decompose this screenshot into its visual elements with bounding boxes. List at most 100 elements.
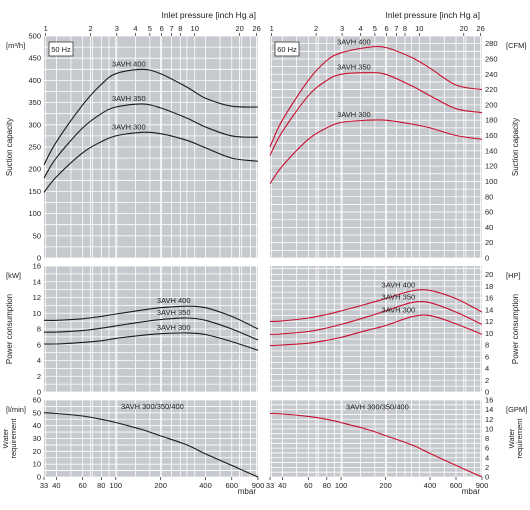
top-tick-label: 1 bbox=[270, 24, 274, 33]
bottom-tick-label: 900 bbox=[252, 481, 265, 490]
y-tick-label: 260 bbox=[485, 54, 498, 63]
y-tick-label: 0 bbox=[485, 254, 489, 263]
top-tick-label: 26 bbox=[476, 24, 484, 33]
y-unit-label: [kW] bbox=[6, 271, 21, 280]
series-label: 3AVH 400 bbox=[337, 37, 371, 46]
y-unit-label: [m³/h] bbox=[6, 41, 25, 50]
y-tick-label: 60 bbox=[33, 396, 41, 405]
y-axis-title: Power consumption bbox=[5, 294, 14, 364]
y-tick-label: 0 bbox=[37, 254, 41, 263]
series-label: 3AVH 350 bbox=[337, 63, 371, 72]
y-tick-label: 50 bbox=[33, 408, 41, 417]
y-axis-title: requirement bbox=[515, 418, 524, 459]
top-tick-label: 20 bbox=[235, 24, 243, 33]
bottom-tick-label: 40 bbox=[52, 481, 60, 490]
y-tick-label: 4 bbox=[485, 364, 489, 373]
top-tick-label: 20 bbox=[460, 24, 468, 33]
y-tick-label: 120 bbox=[485, 162, 498, 171]
top-tick-label: 7 bbox=[394, 24, 398, 33]
y-tick-label: 30 bbox=[33, 434, 41, 443]
bottom-tick-label: 33 bbox=[40, 481, 48, 490]
y-tick-label: 0 bbox=[485, 473, 489, 482]
bottom-tick-label: 600 bbox=[450, 481, 463, 490]
y-tick-label: 10 bbox=[33, 460, 41, 469]
series-label: 3AVH 300 bbox=[112, 122, 146, 131]
y-tick-label: 2 bbox=[485, 463, 489, 472]
top-tick-label: 7 bbox=[170, 24, 174, 33]
series-line-3avh-300-350-400 bbox=[269, 412, 483, 478]
top-tick-label: 10 bbox=[191, 24, 199, 33]
bottom-tick-label: 40 bbox=[278, 481, 286, 490]
y-tick-label: 100 bbox=[28, 209, 41, 218]
y-tick-label: 200 bbox=[485, 100, 498, 109]
y-tick-label: 100 bbox=[485, 177, 498, 186]
bottom-tick-label: 60 bbox=[304, 481, 312, 490]
top-axis-title: Inlet pressure [inch Hg a] bbox=[162, 10, 257, 20]
y-axis-title: Suction capacity bbox=[511, 118, 520, 176]
y-tick-label: 2 bbox=[37, 372, 41, 381]
freq-box bbox=[274, 41, 300, 57]
y-tick-label: 280 bbox=[485, 39, 498, 48]
y-tick-label: 220 bbox=[485, 85, 498, 94]
top-tick-label: 5 bbox=[373, 24, 377, 33]
top-tick-label: 3 bbox=[340, 24, 344, 33]
top-tick-label: 8 bbox=[178, 24, 182, 33]
y-tick-label: 0 bbox=[37, 473, 41, 482]
bottom-tick-label: 600 bbox=[225, 481, 238, 490]
top-tick-label: 1 bbox=[44, 24, 48, 33]
y-tick-label: 60 bbox=[485, 208, 493, 217]
y-axis-title: requirement bbox=[9, 418, 18, 459]
series-line-3avh-350 bbox=[43, 317, 259, 341]
y-tick-label: 450 bbox=[28, 54, 41, 63]
top-tick-label: 4 bbox=[133, 24, 137, 33]
y-tick-label: 4 bbox=[37, 356, 41, 365]
y-tick-label: 0 bbox=[37, 388, 41, 397]
panel-background-power-consumption-60hz bbox=[270, 266, 482, 392]
top-tick-label: 10 bbox=[415, 24, 423, 33]
series-line-3avh-400 bbox=[269, 289, 483, 323]
y-tick-label: 40 bbox=[485, 223, 493, 232]
y-tick-label: 250 bbox=[28, 143, 41, 152]
y-tick-label: 200 bbox=[28, 165, 41, 174]
y-tick-label: 8 bbox=[37, 325, 41, 334]
series-line-3avh-350 bbox=[269, 301, 483, 335]
bottom-tick-label: 900 bbox=[476, 481, 489, 490]
y-tick-label: 16 bbox=[33, 262, 41, 271]
series-line-3avh-400 bbox=[43, 68, 259, 166]
top-tick-label: 6 bbox=[384, 24, 388, 33]
series-label: 3AVH 300 bbox=[382, 306, 416, 315]
series-label: 3AVH 400 bbox=[382, 280, 416, 289]
bottom-tick-label: 100 bbox=[335, 481, 348, 490]
y-tick-label: 140 bbox=[485, 146, 498, 155]
bottom-tick-label: 200 bbox=[379, 481, 392, 490]
top-tick-label: 8 bbox=[403, 24, 407, 33]
y-tick-label: 20 bbox=[33, 447, 41, 456]
y-unit-label: [l/min] bbox=[6, 405, 26, 414]
series-line-3avh-300 bbox=[269, 314, 483, 347]
top-tick-label: 3 bbox=[115, 24, 119, 33]
top-tick-label: 26 bbox=[252, 24, 260, 33]
bottom-tick-label: 60 bbox=[79, 481, 87, 490]
series-label: 3AVH 300 bbox=[157, 323, 191, 332]
y-axis-title: Water bbox=[507, 428, 516, 448]
y-tick-label: 12 bbox=[33, 293, 41, 302]
y-unit-label: [GPM] bbox=[506, 405, 527, 414]
y-tick-label: 14 bbox=[485, 405, 493, 414]
series-line-3avh-350 bbox=[269, 72, 483, 156]
y-tick-label: 0 bbox=[485, 388, 489, 397]
series-line-3avh-350 bbox=[43, 103, 259, 179]
y-tick-label: 20 bbox=[485, 270, 493, 279]
y-tick-label: 20 bbox=[485, 238, 493, 247]
y-tick-label: 400 bbox=[28, 76, 41, 85]
y-tick-label: 12 bbox=[485, 415, 493, 424]
series-line-3avh-300-350-400 bbox=[43, 412, 259, 478]
top-tick-label: 5 bbox=[148, 24, 152, 33]
y-tick-label: 300 bbox=[28, 120, 41, 129]
y-tick-label: 180 bbox=[485, 116, 498, 125]
y-tick-label: 6 bbox=[485, 352, 489, 361]
freq-box bbox=[48, 41, 74, 57]
y-tick-label: 4 bbox=[485, 453, 489, 462]
y-tick-label: 150 bbox=[28, 187, 41, 196]
bottom-axis-unit: mbar bbox=[462, 487, 481, 496]
y-tick-label: 240 bbox=[485, 70, 498, 79]
